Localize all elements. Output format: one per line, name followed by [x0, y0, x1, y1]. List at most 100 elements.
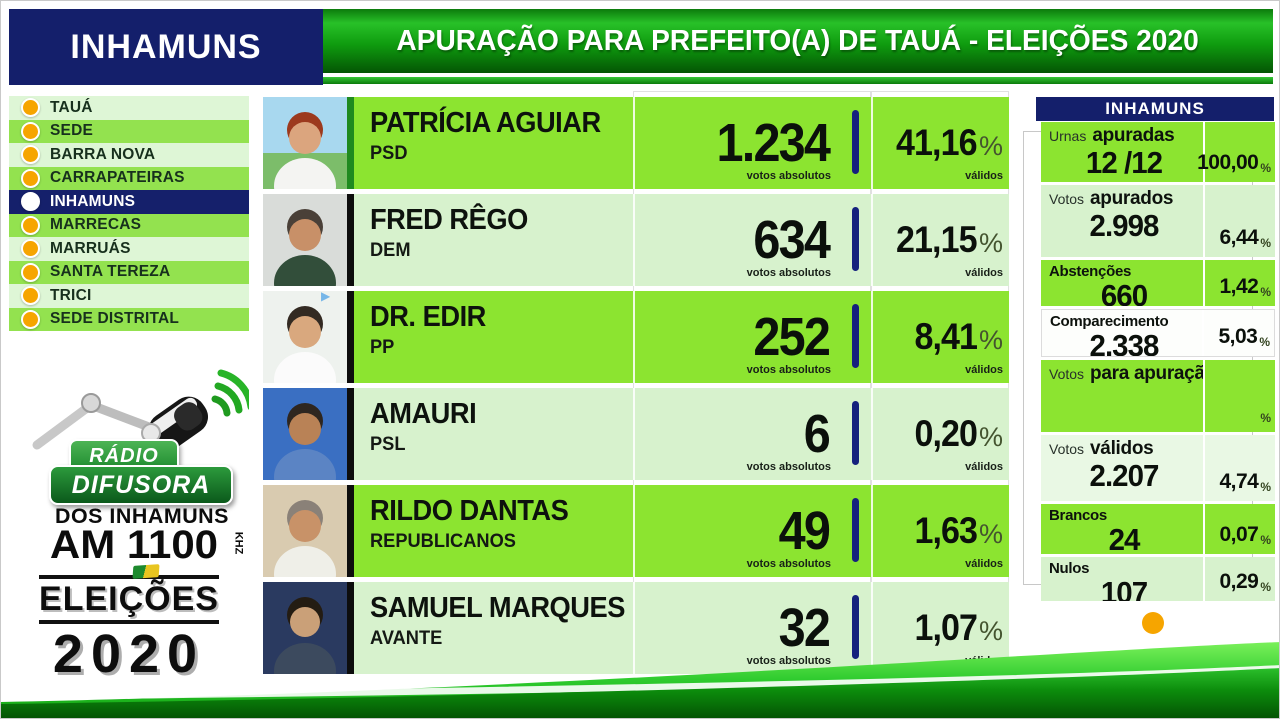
candidate-name: RILDO DANTAS	[370, 495, 569, 527]
percent-sign: %	[978, 131, 1003, 161]
candidate-party: PSL	[370, 434, 406, 455]
percent-sign: %	[1260, 533, 1271, 547]
candidate-photo	[263, 97, 347, 189]
candidate-name: FRED RÊGO	[370, 204, 528, 236]
party-stripe	[347, 97, 354, 189]
sidebar-item-marruas[interactable]: MARRUÁS	[9, 237, 249, 261]
candidate-party: PSD	[370, 143, 408, 164]
percent-sign: %	[1260, 580, 1271, 594]
sidebar-item-label: MARRUÁS	[50, 239, 131, 257]
sidebar-item-label: INHAMUNS	[50, 192, 136, 210]
page-title-banner: APURAÇÃO PARA PREFEITO(A) DE TAUÁ - ELEI…	[323, 9, 1273, 73]
divider-bar	[852, 207, 859, 271]
party-stripe	[347, 485, 354, 577]
percent-value: 8,41	[914, 316, 977, 357]
stat-percent: 0,29	[1219, 570, 1259, 593]
candidates-list: PATRÍCIA AGUIAR PSD 1.234 votos absoluto…	[263, 97, 1009, 679]
radio-dot-icon	[21, 286, 40, 306]
percent-sign: %	[978, 422, 1003, 452]
radio-dot-icon	[21, 192, 40, 212]
stat-value: 2.998	[1089, 208, 1160, 243]
divider-bar	[852, 401, 859, 465]
radio-dot-icon	[21, 239, 40, 259]
votes-value: 252	[753, 307, 831, 367]
radio-dot-icon	[21, 98, 40, 118]
stat-value: 107	[1100, 575, 1148, 601]
locations-sidebar: TAUÁ SEDE BARRA NOVA CARRAPATEIRAS INHAM…	[9, 96, 249, 331]
candidate-party: AVANTE	[370, 628, 443, 649]
stat-percent: 100,00	[1197, 151, 1259, 174]
percent-caption: válidos	[965, 461, 1003, 473]
stats-panel-header: INHAMUNS	[1036, 97, 1274, 121]
sidebar-item-sede-distrital[interactable]: SEDE DISTRITAL	[9, 307, 249, 331]
stat-prefix: Votos	[1049, 441, 1085, 457]
eleicoes-year: 2020	[52, 624, 206, 685]
candidate-row: DR. EDIR PP 252 votos absolutos 8,41% vá…	[263, 291, 1009, 383]
sidebar-item-marrecas[interactable]: MARRECAS	[9, 213, 249, 237]
candidate-name: DR. EDIR	[370, 301, 486, 333]
votes-value: 634	[753, 210, 831, 270]
stat-percent: 6,44	[1219, 226, 1259, 249]
votes-value: 6	[803, 404, 831, 464]
stat-value: 2.207	[1089, 458, 1160, 493]
votes-caption: votos absolutos	[746, 267, 831, 279]
sidebar-item-inhamuns[interactable]: INHAMUNS	[9, 190, 249, 214]
party-stripe	[347, 388, 354, 480]
stat-brancos: Brancos 24 0,07%	[1041, 504, 1275, 554]
percent-sign: %	[978, 325, 1003, 355]
stat-prefix: Votos	[1049, 191, 1085, 207]
votes-value: 32	[778, 598, 831, 658]
candidate-photo	[263, 485, 347, 577]
logo-frequency: AM 1100	[49, 523, 219, 567]
candidate-row: RILDO DANTAS REPUBLICANOS 49 votos absol…	[263, 485, 1009, 577]
divider-bar	[852, 595, 859, 659]
sidebar-item-carrapateiras[interactable]: CARRAPATEIRAS	[9, 166, 249, 190]
candidate-party: REPUBLICANOS	[370, 531, 516, 552]
radio-dot-icon	[21, 121, 40, 141]
sidebar-item-trici[interactable]: TRICI	[9, 284, 249, 308]
percent-value: 1,63	[914, 510, 977, 551]
sidebar-item-label: MARRECAS	[50, 216, 142, 234]
stat-label: Comparecimento	[1050, 313, 1169, 330]
candidate-photo	[263, 194, 347, 286]
footer-wave	[1, 642, 1279, 718]
candidate-name: SAMUEL MARQUES	[370, 592, 625, 624]
percent-sign: %	[978, 519, 1003, 549]
sidebar-item-label: TRICI	[50, 286, 92, 304]
candidate-party: DEM	[370, 240, 411, 261]
candidate-photo	[263, 388, 347, 480]
microphone-icon	[32, 369, 255, 450]
radio-dot-icon	[21, 145, 40, 165]
votes-caption: votos absolutos	[746, 170, 831, 182]
divider-bar	[852, 304, 859, 368]
votes-caption: votos absolutos	[746, 364, 831, 376]
party-stripe	[347, 582, 354, 674]
sidebar-item-sede[interactable]: SEDE	[9, 119, 249, 143]
stat-abstencoes: Abstenções 660 1,42%	[1041, 260, 1275, 306]
logo-subtitle: DOS INHAMUNS	[55, 505, 229, 528]
sidebar-item-barra-nova[interactable]: BARRA NOVA	[9, 143, 249, 167]
stat-value: 12 /12	[1085, 145, 1163, 180]
sidebar-item-label: TAUÁ	[50, 98, 93, 116]
stat-percent: 4,74	[1219, 470, 1259, 493]
sidebar-item-taua[interactable]: TAUÁ	[9, 96, 249, 120]
percent-caption: válidos	[965, 364, 1003, 376]
sidebar-item-santa-tereza[interactable]: SANTA TEREZA	[9, 260, 249, 284]
candidate-name: AMAURI	[370, 398, 477, 430]
votes-caption: votos absolutos	[746, 558, 831, 570]
banner-underline	[323, 77, 1273, 84]
votes-value: 1.234	[716, 113, 830, 173]
stat-label: para apuração	[1090, 363, 1203, 384]
votes-caption: votos absolutos	[746, 655, 831, 667]
stat-percent: 5,03	[1218, 325, 1258, 348]
radio-badge-label: RÁDIO	[89, 444, 159, 467]
sidebar-item-label: SEDE DISTRITAL	[50, 310, 180, 328]
stat-label: Nulos	[1049, 560, 1090, 577]
difusora-badge-label: DIFUSORA	[71, 470, 211, 499]
status-dot	[1142, 612, 1164, 634]
party-stripe	[347, 194, 354, 286]
percent-sign: %	[1260, 236, 1271, 250]
stat-percent: 0,07	[1219, 523, 1259, 546]
radio-dot-icon	[21, 215, 40, 235]
percent-sign: %	[978, 616, 1003, 646]
